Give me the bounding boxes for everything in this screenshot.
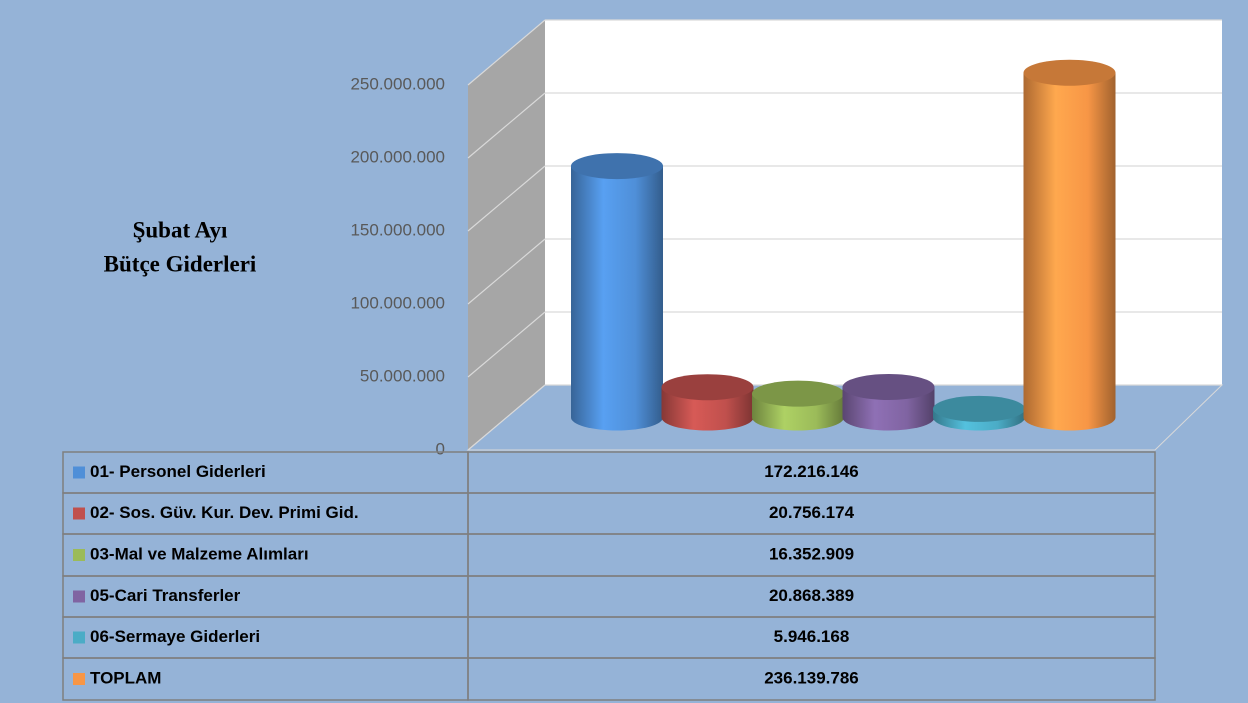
value-label: 16.352.909	[769, 544, 854, 563]
legend-swatch	[73, 590, 85, 603]
bar-top	[661, 374, 754, 401]
legend-label: 01- Personel Giderleri	[90, 462, 266, 481]
table-cell	[467, 657, 1156, 701]
legend-label: 03-Mal ve Malzeme Alımları	[90, 544, 309, 563]
bar	[571, 166, 663, 431]
bar-top	[842, 374, 935, 401]
y-tick-label: 100.000.000	[350, 293, 445, 312]
chart-title: Bütçe Giderleri	[104, 251, 257, 276]
legend-label: 06-Sermaye Giderleri	[90, 627, 260, 646]
y-tick-label: 50.000.000	[360, 366, 445, 385]
bar-top	[933, 395, 1025, 422]
legend-swatch	[73, 507, 85, 520]
grid-line	[467, 384, 546, 451]
bar-top	[752, 380, 844, 407]
y-tick-label: 0	[436, 439, 445, 458]
grid-line	[467, 165, 546, 232]
legend-label: 02- Sos. Güv. Kur. Dev. Primi Gid.	[90, 503, 359, 522]
grid-line	[467, 238, 546, 305]
grid-line	[467, 311, 546, 378]
grid-line	[467, 19, 546, 86]
value-label: 5.946.168	[774, 627, 850, 646]
y-tick-label: 150.000.000	[350, 220, 445, 239]
bar	[1023, 72, 1116, 431]
y-tick-label: 250.000.000	[350, 74, 445, 93]
value-label: 236.139.786	[764, 668, 859, 687]
bar-top	[1023, 59, 1116, 86]
legend-swatch	[73, 466, 85, 479]
y-tick-label: 200.000.000	[350, 147, 445, 166]
side-wall	[468, 20, 545, 450]
value-label: 20.868.389	[769, 586, 854, 605]
legend-swatch	[73, 673, 85, 685]
chart-title: Şubat Ayı	[133, 217, 228, 242]
legend-label: 05-Cari Transferler	[90, 586, 241, 605]
grid-line	[467, 92, 546, 159]
value-label: 172.216.146	[764, 462, 859, 481]
value-label: 20.756.174	[769, 503, 855, 522]
legend-swatch	[73, 549, 85, 561]
legend-swatch	[73, 631, 85, 644]
bar-top	[571, 153, 663, 180]
legend-label: TOPLAM	[90, 668, 161, 687]
